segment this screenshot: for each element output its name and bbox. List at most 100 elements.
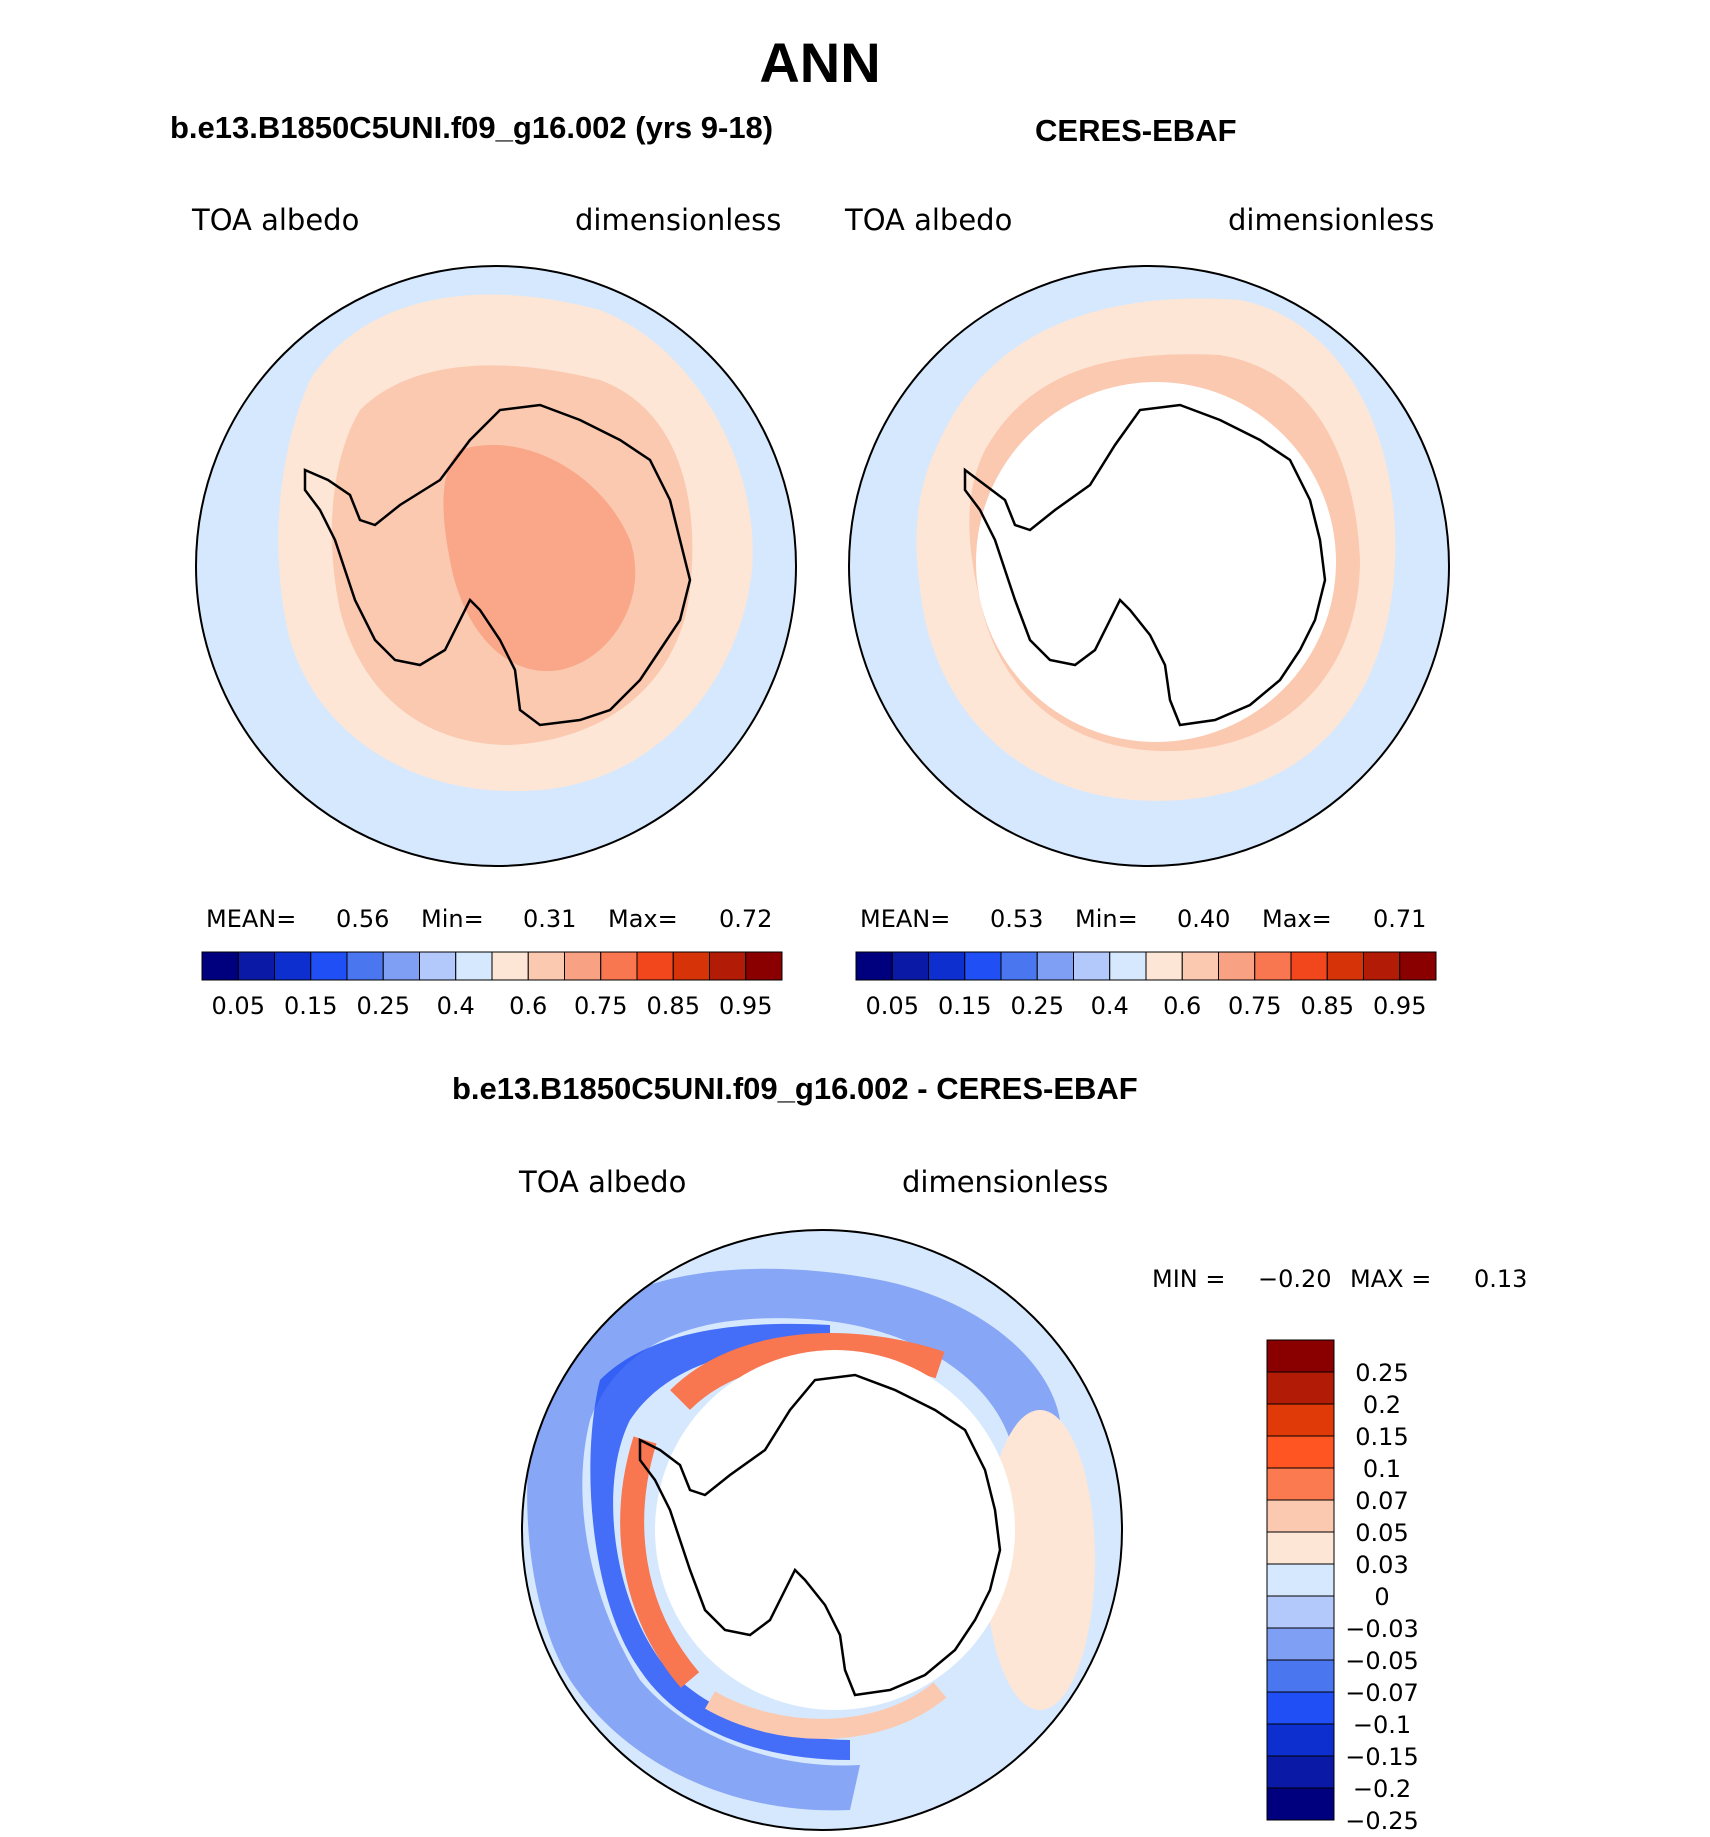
colorbar-diff-tick-label: 0.05 xyxy=(1355,1519,1408,1547)
panel-diff-header: b.e13.B1850C5UNI.f09_g16.002 - CERES-EBA… xyxy=(452,1071,1138,1106)
colorbar-obs-tick-label: 0.6 xyxy=(1163,992,1201,1020)
panel-diff-units-label: dimensionless xyxy=(902,1165,1109,1199)
colorbar-diff-swatch xyxy=(1266,1531,1335,1565)
colorbar-model-tick-label: 0.05 xyxy=(212,992,265,1020)
colorbar-diff-tick-label: 0.2 xyxy=(1363,1391,1401,1419)
colorbar-diff-tick-label: 0.15 xyxy=(1355,1423,1408,1451)
colorbar-diff-tick-label: 0 xyxy=(1374,1583,1389,1611)
colorbar-model-tick-label: 0.95 xyxy=(719,992,772,1020)
colorbar-obs-tick-label: 0.25 xyxy=(1011,992,1064,1020)
colorbar-diff-swatch xyxy=(1266,1659,1335,1693)
colorbar-obs-tick-label: 0.75 xyxy=(1228,992,1281,1020)
panel-model-min-label: Min= xyxy=(421,905,484,933)
colorbar-diff-tick-label: −0.03 xyxy=(1345,1615,1419,1643)
colorbar-model-swatch xyxy=(274,951,312,981)
panel-diff-max-label: MAX = xyxy=(1350,1265,1432,1293)
colorbar-diff-tick-label: −0.2 xyxy=(1353,1775,1411,1803)
colorbar-model-tick-label: 0.85 xyxy=(647,992,700,1020)
figure-title: ANN xyxy=(759,31,881,94)
colorbar-model-swatch xyxy=(672,951,710,981)
colorbar-obs-tick-label: 0.05 xyxy=(866,992,919,1020)
colorbar-model-tick-label: 0.15 xyxy=(284,992,337,1020)
colorbar-model-swatch xyxy=(310,951,348,981)
map-diff-pos-east xyxy=(985,1410,1095,1710)
panel-obs-max-value: 0.71 xyxy=(1373,905,1427,933)
colorbar-model-swatch xyxy=(201,951,239,981)
colorbar-obs-tick-label: 0.4 xyxy=(1091,992,1129,1020)
colorbar-obs-tick-label: 0.95 xyxy=(1373,992,1426,1020)
colorbar-model-swatch xyxy=(455,951,493,981)
colorbar-obs-swatch xyxy=(1145,951,1183,981)
colorbar-model-swatch xyxy=(237,951,275,981)
panel-obs-variable-label: TOA albedo xyxy=(845,203,1013,237)
map-diff-border xyxy=(521,1229,1123,1831)
map-obs-missing-data-disk xyxy=(976,382,1336,742)
panel-obs-min-label: Min= xyxy=(1075,905,1138,933)
colorbar-obs-swatch xyxy=(1326,951,1364,981)
map-diff-red-ring xyxy=(670,1333,945,1411)
map-model-center xyxy=(443,444,636,672)
panel-obs-header: CERES-EBAF xyxy=(1035,113,1237,148)
colorbar-diff-swatch xyxy=(1266,1563,1335,1597)
colorbar-obs-swatch xyxy=(1109,951,1147,981)
colorbar-diff-tick-label: 0.25 xyxy=(1355,1359,1408,1387)
map-diff xyxy=(521,1229,1123,1831)
colorbar-model-swatch xyxy=(527,951,565,981)
colorbar-model-swatch xyxy=(600,951,638,981)
panel-model-max-label: Max= xyxy=(608,905,678,933)
colorbar-diff-tick-label: −0.1 xyxy=(1353,1711,1411,1739)
panel-obs-units-label: dimensionless xyxy=(1228,203,1435,237)
colorbar-obs-swatch xyxy=(891,951,929,981)
panel-obs-mean-value: 0.53 xyxy=(990,905,1044,933)
colorbar-diff-swatch xyxy=(1266,1435,1335,1469)
colorbar-obs-swatch xyxy=(1073,951,1111,981)
panel-model-min-value: 0.31 xyxy=(523,905,577,933)
panel-diff-max-value: 0.13 xyxy=(1474,1265,1528,1293)
colorbar-diff-tick-label: −0.15 xyxy=(1345,1743,1419,1771)
colorbar-obs: 0.05 0.15 0.25 0.4 0.6 0.75 0.85 0.95 xyxy=(855,951,1437,1020)
colorbar-obs-swatch xyxy=(855,951,893,981)
colorbar-obs-swatch xyxy=(1399,951,1437,981)
map-model-antarctica-coastline xyxy=(303,403,692,727)
colorbar-obs-swatch xyxy=(1254,951,1292,981)
panel-obs-min-value: 0.40 xyxy=(1177,905,1231,933)
panel-model-units-label: dimensionless xyxy=(575,203,782,237)
colorbar-model-swatch xyxy=(382,951,420,981)
colorbar-obs-swatch xyxy=(1000,951,1038,981)
map-model-border xyxy=(195,265,797,867)
colorbar-diff-tick-label: 0.1 xyxy=(1363,1455,1401,1483)
colorbar-model-tick-label: 0.6 xyxy=(509,992,547,1020)
colorbar-diff-tick-label: −0.07 xyxy=(1345,1679,1419,1707)
colorbar-obs-swatch xyxy=(1036,951,1074,981)
map-diff-antarctica-coastline xyxy=(638,1373,1002,1697)
panel-model-header: b.e13.B1850C5UNI.f09_g16.002 (yrs 9-18) xyxy=(170,110,774,145)
colorbar-model-swatch xyxy=(491,951,529,981)
colorbar-model-tick-label: 0.4 xyxy=(437,992,475,1020)
map-obs xyxy=(848,265,1450,867)
colorbar-model-tick-label: 0.25 xyxy=(357,992,410,1020)
map-diff-missing-data-disk xyxy=(655,1350,1015,1710)
colorbar-obs-swatch xyxy=(964,951,1002,981)
panel-model-max-value: 0.72 xyxy=(719,905,773,933)
panel-obs-max-label: Max= xyxy=(1262,905,1332,933)
colorbar-model-swatch xyxy=(419,951,457,981)
colorbar-obs-swatch xyxy=(1218,951,1256,981)
colorbar-diff-tick-label: −0.05 xyxy=(1345,1647,1419,1675)
panel-model-mean-value: 0.56 xyxy=(336,905,390,933)
colorbar-diff-swatch xyxy=(1266,1755,1335,1789)
colorbar-obs-swatch xyxy=(928,951,966,981)
colorbar-obs-tick-label: 0.15 xyxy=(938,992,991,1020)
colorbar-model-swatch xyxy=(636,951,674,981)
colorbar-diff-tick-label: −0.25 xyxy=(1345,1807,1419,1835)
colorbar-diff-swatch xyxy=(1266,1467,1335,1501)
colorbar-diff-swatch xyxy=(1266,1403,1335,1437)
panel-model-mean-label: MEAN= xyxy=(206,905,297,933)
map-model xyxy=(195,265,797,867)
colorbar-model-tick-label: 0.75 xyxy=(574,992,627,1020)
map-diff-blue-inner xyxy=(590,1323,850,1760)
panel-diff-min-label: MIN = xyxy=(1152,1265,1226,1293)
colorbar-model-swatch xyxy=(709,951,747,981)
panel-diff-variable-label: TOA albedo xyxy=(519,1165,687,1199)
colorbar-diff-swatch xyxy=(1266,1339,1335,1373)
